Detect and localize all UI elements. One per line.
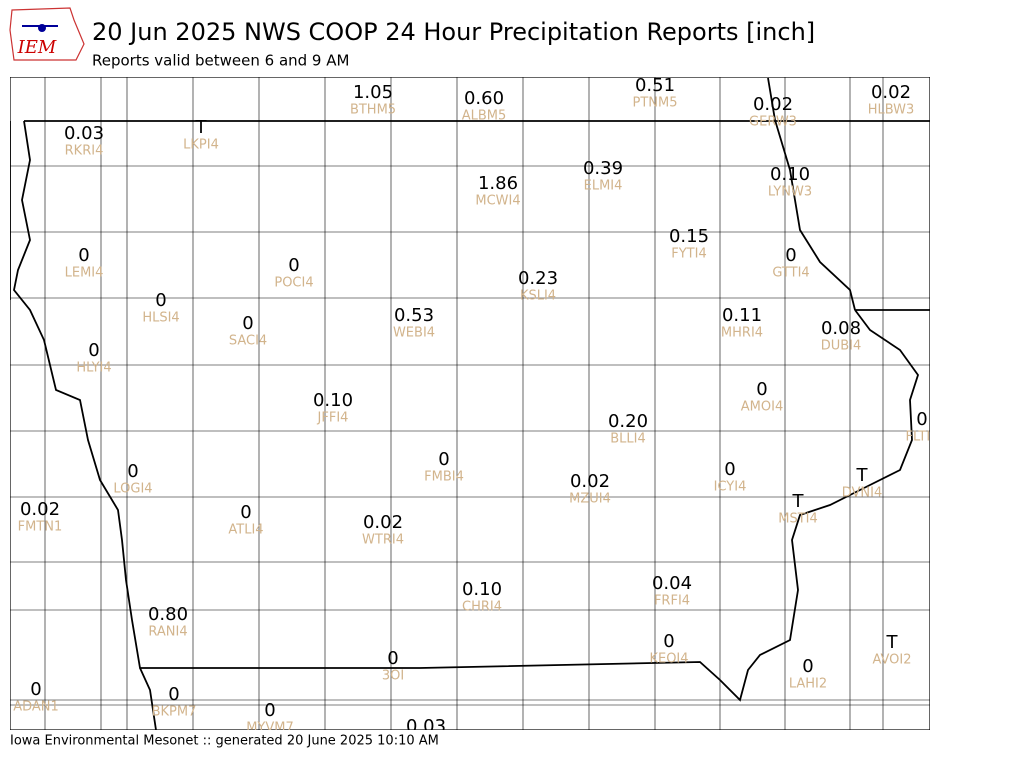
station-id: ELMI4 xyxy=(584,179,623,194)
station-id: JFFI4 xyxy=(317,411,349,426)
station-value: 0.20 xyxy=(608,411,648,432)
station-id: LKPI4 xyxy=(183,138,219,153)
station-id: LYNW3 xyxy=(768,185,812,200)
station-value: 0.60 xyxy=(464,88,504,109)
station-id: ATLI4 xyxy=(228,523,263,538)
station-value: 0.08 xyxy=(821,318,861,339)
station-value: 0.02 xyxy=(20,499,60,520)
title: 20 Jun 2025 NWS COOP 24 Hour Precipitati… xyxy=(92,18,815,46)
footer: Iowa Environmental Mesonet :: generated … xyxy=(10,734,439,749)
station-id: FYTI4 xyxy=(671,247,706,262)
station-id: AVOI2 xyxy=(872,653,911,668)
station-value: 1.86 xyxy=(478,173,518,194)
county-lines xyxy=(10,77,930,730)
station-id: DVNI4 xyxy=(842,486,883,501)
station-value: 0.10 xyxy=(770,164,810,185)
station-value: 0 xyxy=(88,340,99,361)
station-id: MSTI4 xyxy=(778,512,818,527)
station-id: SACI4 xyxy=(229,334,267,349)
station-value: 0.02 xyxy=(570,471,610,492)
station-id: WEBI4 xyxy=(393,326,435,341)
station-value: 0 xyxy=(242,313,253,334)
station-id: ALBM5 xyxy=(462,109,507,124)
station-value: 0.03 xyxy=(406,716,446,737)
state-border xyxy=(10,77,930,730)
station-id: BKPM7 xyxy=(152,705,197,720)
station-id: PTNM5 xyxy=(633,96,678,111)
station-value: T xyxy=(195,117,208,138)
logo-text: IEM xyxy=(17,37,57,58)
station-value: T xyxy=(886,632,899,653)
station-value: 0.04 xyxy=(652,573,692,594)
station-value: 0 xyxy=(802,656,813,677)
station-value: 1.05 xyxy=(353,82,393,103)
station-id: BTHM5 xyxy=(350,103,396,118)
station-value: 0.10 xyxy=(462,579,502,600)
station-value: 0.02 xyxy=(871,82,911,103)
station-id: DUBI4 xyxy=(821,339,862,354)
station-value: 0 xyxy=(724,459,735,480)
station-value: 0 xyxy=(756,379,767,400)
station-value: 0 xyxy=(155,290,166,311)
station-value: 0 xyxy=(168,684,179,705)
station-id: GERW3 xyxy=(749,115,797,130)
station-id: HLSI4 xyxy=(142,311,179,326)
station-id: MCWI4 xyxy=(475,194,520,209)
station-value: 0.02 xyxy=(363,512,403,533)
station-id: KEOI4 xyxy=(649,652,688,667)
station-value: 0.11 xyxy=(722,305,762,326)
station-id: FLTI4 xyxy=(906,430,939,445)
station-id: HLYI4 xyxy=(76,361,111,376)
station-value: 0.03 xyxy=(64,123,104,144)
station-id: RANI4 xyxy=(148,625,187,640)
station-value: T xyxy=(856,465,869,486)
station-value: 0.23 xyxy=(518,268,558,289)
station-id: MZUI4 xyxy=(569,492,611,507)
station-id: LAHI2 xyxy=(789,677,827,692)
station-value: 0.02 xyxy=(753,94,793,115)
station-value: 0 xyxy=(785,245,796,266)
station-id: FMTN1 xyxy=(18,520,63,535)
station-value: 0.51 xyxy=(635,75,675,96)
station-value: 0 xyxy=(240,502,251,523)
station-id: FRFI4 xyxy=(654,594,690,609)
station-value: 0.80 xyxy=(148,604,188,625)
station-value: 0 xyxy=(663,631,674,652)
station-id: HLBW3 xyxy=(868,103,915,118)
station-id: 3OI xyxy=(382,669,404,684)
logo: IEM xyxy=(9,7,85,61)
station-id: GTTI4 xyxy=(772,266,809,281)
station-value: 0 xyxy=(288,255,299,276)
station-value: 0 xyxy=(30,679,41,700)
station-value: 0.53 xyxy=(394,305,434,326)
station-id: RKRI4 xyxy=(65,144,104,159)
station-value: 0.15 xyxy=(669,226,709,247)
station-value: 0 xyxy=(916,409,927,430)
station-value: 0 xyxy=(264,700,275,721)
station-value: 0 xyxy=(438,449,449,470)
station-id: MYVM7 xyxy=(246,721,294,736)
station-value: 0 xyxy=(127,461,138,482)
station-id: ICYI4 xyxy=(714,480,747,495)
station-value: 0 xyxy=(387,648,398,669)
station-id: LOGI4 xyxy=(113,482,152,497)
station-id: POCI4 xyxy=(274,276,313,291)
station-id: KSLI4 xyxy=(520,289,556,304)
subtitle: Reports valid between 6 and 9 AM xyxy=(92,52,349,70)
station-id: MHRI4 xyxy=(721,326,763,341)
station-value: T xyxy=(792,491,805,512)
station-id: CHRI4 xyxy=(462,600,502,615)
station-value: 0.39 xyxy=(583,158,623,179)
station-id: AMOI4 xyxy=(741,400,783,415)
station-id: BLLI4 xyxy=(610,432,646,447)
station-id: FMBI4 xyxy=(424,470,464,485)
station-id: ADAN1 xyxy=(13,700,59,715)
station-value: 0 xyxy=(78,245,89,266)
station-id: LEMI4 xyxy=(65,266,104,281)
station-id: WTRI4 xyxy=(362,533,404,548)
station-value: 0.10 xyxy=(313,390,353,411)
